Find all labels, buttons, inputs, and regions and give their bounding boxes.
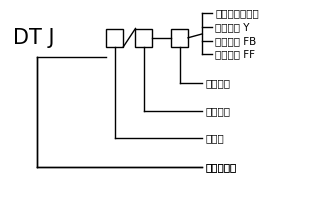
Text: 普通型－无标记: 普通型－无标记 [215,8,259,18]
Text: DT J: DT J [13,28,54,48]
Text: 防爆型－ FB: 防爆型－ FB [215,36,256,46]
Text: 冶金型－ Y: 冶金型－ Y [215,22,250,32]
Text: 防腑型－ FF: 防腑型－ FF [215,49,255,59]
Bar [171,29,188,47]
Text: 电磁推动器: 电磁推动器 [206,162,237,172]
Text: 电磁推动器: 电磁推动器 [206,162,237,172]
Text: 额定行程: 额定行程 [206,78,231,88]
Text: 节能型: 节能型 [206,133,224,143]
Bar [136,29,152,47]
Bar [106,29,123,47]
Text: 额定推力: 额定推力 [206,106,231,116]
